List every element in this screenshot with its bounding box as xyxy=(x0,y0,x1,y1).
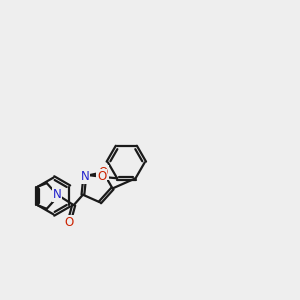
Text: O: O xyxy=(64,215,74,229)
Text: O: O xyxy=(97,170,106,183)
Text: N: N xyxy=(52,188,61,201)
Text: O: O xyxy=(99,166,108,179)
Text: N: N xyxy=(80,169,89,183)
